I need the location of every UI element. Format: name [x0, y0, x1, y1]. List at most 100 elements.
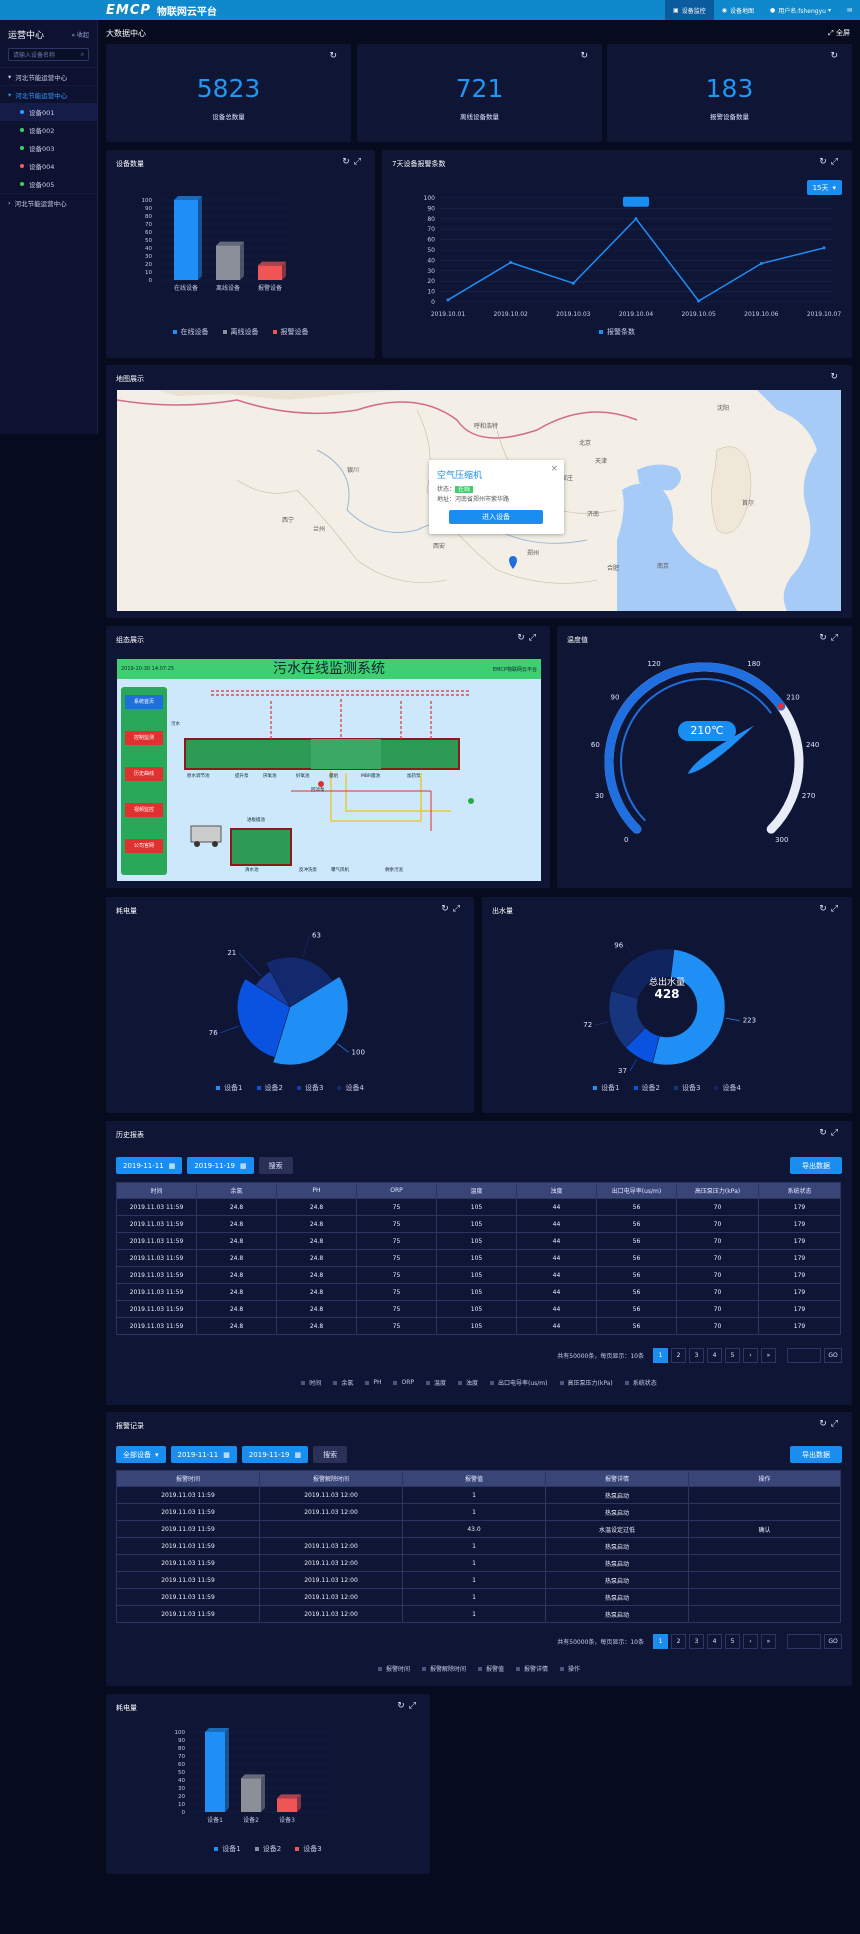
legend-item[interactable]: 在线设备 [172, 327, 209, 337]
table-row[interactable]: 2019.11.03 11:59 24.8 24.8 75 105 44 56 70 179 [116, 1283, 841, 1301]
sidebar-device-005[interactable]: 设备005 [0, 175, 97, 193]
legend-item[interactable]: 设备3 [674, 1083, 700, 1093]
search-button[interactable]: 搜索 [258, 1157, 293, 1174]
date-to-picker[interactable]: 2019-11-19 ▦ [187, 1157, 254, 1174]
legend-item[interactable]: 设备4 [337, 1083, 364, 1093]
page-button[interactable]: 2 [671, 1634, 686, 1649]
sidebar-group[interactable]: ▾ 河北节能运营中心 [0, 67, 97, 85]
column-legend-item[interactable]: PH [365, 1378, 381, 1387]
sidebar-device-003[interactable]: 设备003 [0, 139, 97, 157]
page-button[interactable]: 1 [653, 1634, 668, 1649]
scada-menu-button[interactable]: 视频监控 [125, 803, 163, 817]
refresh-icon[interactable]: ↻ [517, 633, 529, 643]
table-row[interactable]: 2019.11.03 11:59 2019.11.03 12:00 1 热泵启动 [116, 1588, 841, 1606]
page-button[interactable]: 4 [707, 1634, 722, 1649]
sidebar-device-001[interactable]: 设备001 [0, 103, 97, 121]
export-button[interactable]: 导出数据 [790, 1446, 842, 1463]
refresh-icon[interactable]: ↻ [441, 904, 453, 914]
column-legend-item[interactable]: 系统状态 [624, 1378, 657, 1387]
table-row[interactable]: 2019.11.03 11:59 24.8 24.8 75 105 44 56 70 179 [116, 1300, 841, 1318]
table-row[interactable]: 2019.11.03 11:59 2019.11.03 12:00 1 热泵启动 [116, 1503, 841, 1521]
date-to-picker[interactable]: 2019-11-19 ▦ [241, 1446, 309, 1463]
legend-item[interactable]: 设备2 [254, 1844, 281, 1854]
column-legend-item[interactable]: 报警值 [477, 1664, 504, 1673]
table-row[interactable]: 2019.11.03 11:59 24.8 24.8 75 105 44 56 70 179 [116, 1266, 841, 1284]
last-page-icon[interactable]: » [761, 1634, 776, 1649]
scada-menu-button[interactable]: 历史曲线 [125, 767, 163, 781]
table-row[interactable]: 2019.11.03 11:59 24.8 24.8 75 105 44 56 70 179 [116, 1317, 841, 1335]
device-search-input[interactable]: 请输入设备名称 ⌕ [8, 48, 89, 61]
expand-icon[interactable]: ⤢ [830, 904, 842, 914]
table-row[interactable]: 2019.11.03 11:59 2019.11.03 12:00 1 热泵启动 [116, 1605, 841, 1623]
expand-icon[interactable]: ⤢ [353, 157, 365, 167]
next-page-icon[interactable]: › [743, 1634, 758, 1649]
column-legend-item[interactable]: 报警解除时间 [421, 1664, 466, 1673]
table-row[interactable]: 2019.11.03 11:59 43.0 水温设定过低 确认 [116, 1520, 841, 1538]
legend-item[interactable]: 设备1 [216, 1083, 243, 1093]
expand-icon[interactable]: ⤢ [452, 904, 464, 914]
table-row[interactable]: 2019.11.03 11:59 2019.11.03 12:00 1 热泵启动 [116, 1537, 841, 1555]
column-legend-item[interactable]: 操作 [560, 1664, 580, 1673]
page-jump-input[interactable] [787, 1348, 821, 1363]
nav-device-map[interactable]: ◉ 设备地图 [714, 0, 762, 20]
date-from-picker[interactable]: 2019-11-11 ▦ [116, 1157, 183, 1174]
refresh-icon[interactable]: ↻ [819, 1419, 831, 1429]
refresh-icon[interactable]: ↻ [342, 157, 354, 167]
column-legend-item[interactable]: 报警详情 [516, 1664, 548, 1673]
scada-menu-button[interactable]: 控制监测 [125, 731, 163, 745]
search-button[interactable]: 搜索 [313, 1446, 348, 1463]
table-row[interactable]: 2019.11.03 11:59 2019.11.03 12:00 1 热泵启动 [116, 1486, 841, 1504]
table-row[interactable]: 2019.11.03 11:59 24.8 24.8 75 105 44 56 70 179 [116, 1249, 841, 1267]
go-button[interactable]: GO [824, 1348, 842, 1363]
column-legend-item[interactable]: 温度 [425, 1378, 446, 1387]
go-button[interactable]: GO [824, 1634, 842, 1649]
enter-device-button[interactable]: 进入设备 [449, 510, 543, 524]
expand-icon[interactable]: ⤢ [408, 1701, 420, 1711]
page-button[interactable]: 1 [653, 1348, 668, 1363]
page-button[interactable]: 3 [689, 1634, 704, 1649]
sidebar-collapse-button[interactable]: « 收起 [71, 30, 89, 39]
page-button[interactable]: 2 [671, 1348, 686, 1363]
legend-item[interactable]: 设备2 [633, 1083, 660, 1093]
sidebar-device-004[interactable]: 设备004 [0, 157, 97, 175]
column-legend-item[interactable]: ORP [393, 1378, 414, 1387]
page-button[interactable]: 3 [689, 1348, 704, 1363]
legend-item[interactable]: 报警条数 [599, 327, 635, 337]
scada-menu-button[interactable]: 系统首页 [125, 695, 163, 709]
next-page-icon[interactable]: › [743, 1348, 758, 1363]
legend-item[interactable]: 设备3 [295, 1844, 322, 1854]
expand-icon[interactable]: ⤢ [528, 633, 540, 643]
page-button[interactable]: 5 [725, 1634, 740, 1649]
legend-item[interactable]: 离线设备 [222, 327, 259, 337]
table-row[interactable]: 2019.11.03 11:59 24.8 24.8 75 105 44 56 70 179 [116, 1198, 841, 1216]
sidebar-group[interactable]: › 河北节能运营中心 [0, 193, 97, 211]
expand-icon[interactable]: ⤢ [830, 157, 842, 167]
sidebar-device-002[interactable]: 设备002 [0, 121, 97, 139]
refresh-icon[interactable]: ↻ [819, 157, 831, 167]
column-legend-item[interactable]: 余氯 [333, 1378, 353, 1387]
legend-item[interactable]: 设备2 [256, 1083, 283, 1093]
last-page-icon[interactable]: » [761, 1348, 776, 1363]
expand-icon[interactable]: ⤢ [830, 1128, 842, 1138]
search-icon[interactable]: ⌕ [80, 50, 84, 58]
range-select[interactable]: 15天 ▾ [806, 180, 842, 195]
date-from-picker[interactable]: 2019-11-11 ▦ [170, 1446, 237, 1463]
expand-icon[interactable]: ⤢ [830, 633, 842, 643]
refresh-icon[interactable]: ↻ [830, 51, 842, 61]
page-button[interactable]: 4 [707, 1348, 722, 1363]
legend-item[interactable]: 设备1 [593, 1083, 620, 1093]
export-button[interactable]: 导出数据 [790, 1157, 842, 1174]
device-select[interactable]: 全部设备 ▾ [116, 1446, 166, 1463]
refresh-icon[interactable]: ↻ [819, 1128, 831, 1138]
fullscreen-button[interactable]: ⤢ 全屏 [828, 28, 850, 38]
table-row[interactable]: 2019.11.03 11:59 24.8 24.8 75 105 44 56 70 179 [116, 1232, 841, 1250]
expand-icon[interactable]: ⤢ [830, 1419, 842, 1429]
legend-item[interactable]: 报警设备 [272, 327, 309, 337]
table-cell[interactable]: 确认 [688, 1520, 841, 1538]
scada-menu-button[interactable]: 公司官网 [125, 839, 163, 853]
column-legend-item[interactable]: 出口电导率(us/m) [490, 1378, 548, 1387]
column-legend-item[interactable]: 报警时间 [377, 1664, 410, 1673]
table-row[interactable]: 2019.11.03 11:59 2019.11.03 12:00 1 热泵启动 [116, 1571, 841, 1589]
refresh-icon[interactable]: ↻ [580, 51, 592, 61]
refresh-icon[interactable]: ↻ [819, 904, 831, 914]
